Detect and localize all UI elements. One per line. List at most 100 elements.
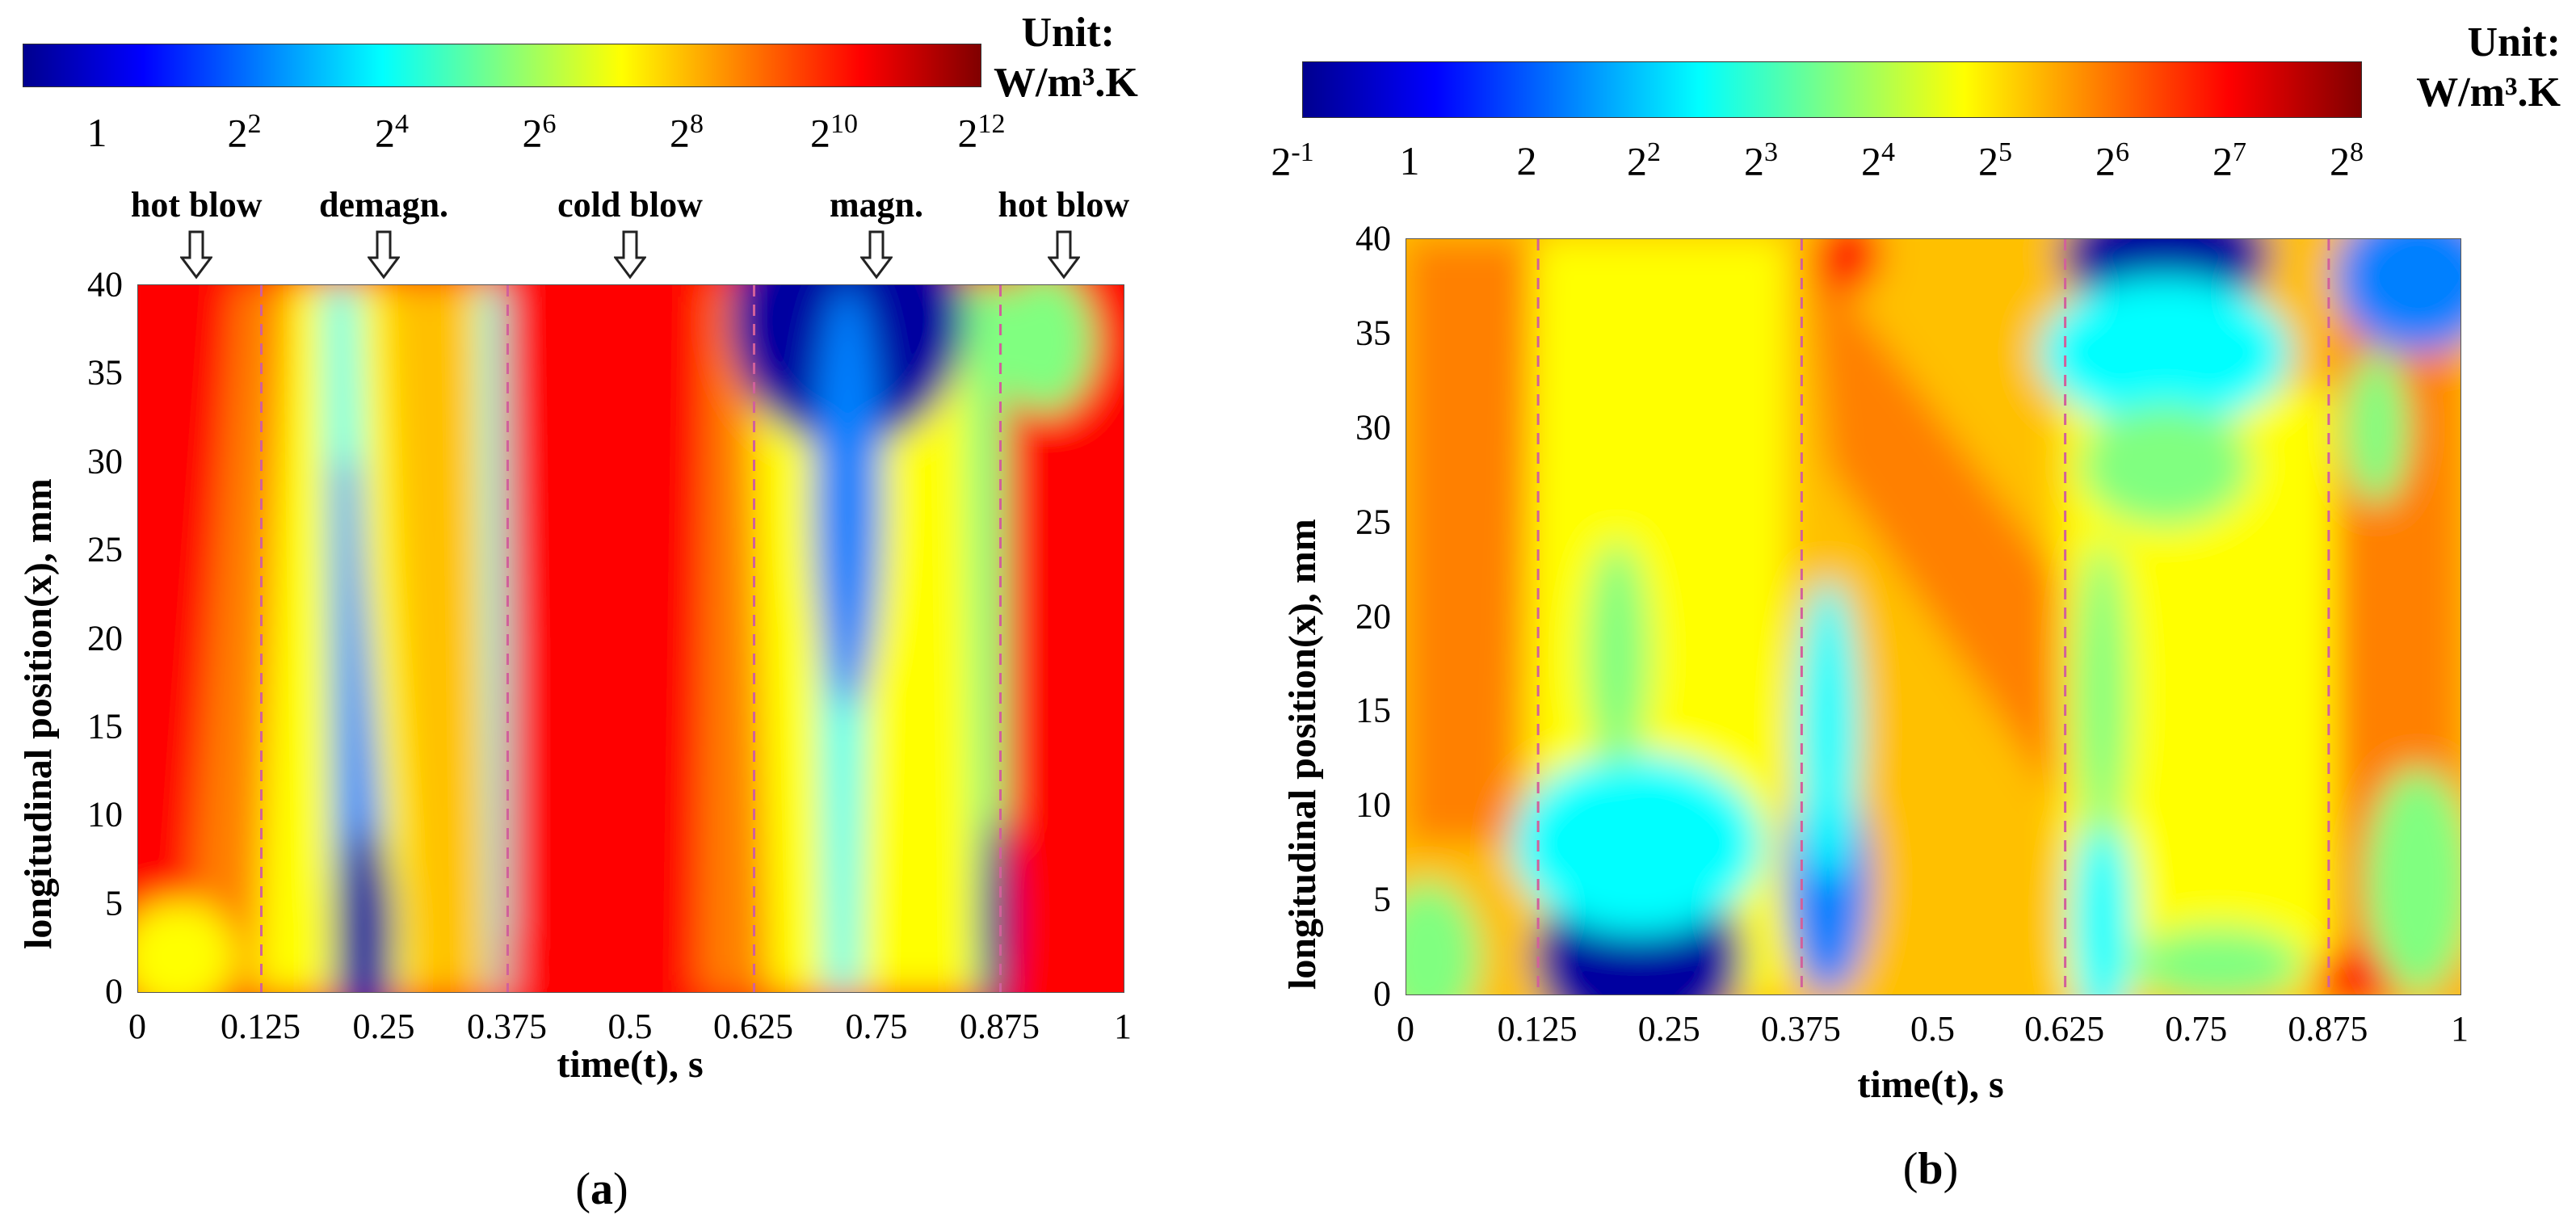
- heatmap-region: [507, 285, 750, 992]
- heatmap-region: [981, 815, 1011, 992]
- panel-label-b: (b): [1902, 1144, 1959, 1194]
- colorbar-tick: 2-1: [1271, 137, 1313, 185]
- heatmap-region: [1406, 881, 1481, 994]
- y-tick-label: 10: [87, 794, 123, 835]
- heatmap-region: [1406, 239, 1533, 843]
- panel-a-letter: a: [590, 1164, 613, 1214]
- heatmap-a: [137, 284, 1124, 993]
- heatmap-region: [2039, 276, 2292, 428]
- x-tick-label: 0.5: [1910, 1009, 1955, 1049]
- x-tick-label: 0.875: [2288, 1009, 2368, 1049]
- x-axis-label-a: time(t), s: [557, 1043, 704, 1086]
- colorbar-tick-exponent: 7: [2233, 137, 2246, 167]
- y-tick-label: 40: [87, 264, 123, 305]
- panel-label-a: (a): [575, 1164, 628, 1214]
- heatmap-region: [2070, 805, 2134, 994]
- y-tick-label: 40: [1355, 218, 1391, 259]
- y-tick-label: 30: [87, 441, 123, 481]
- heatmap-b: [1406, 238, 2461, 995]
- heatmap-region: [2344, 352, 2408, 504]
- phase-label: hot blow: [130, 185, 263, 225]
- x-tick-label: 0.375: [467, 1007, 547, 1046]
- colorbar-a-unit: Unit: W/m³.K: [994, 8, 1138, 108]
- x-tick-label: 0.25: [1637, 1009, 1700, 1049]
- x-tick-label: 0.5: [607, 1007, 653, 1046]
- colorbar-tick: 24: [375, 109, 409, 157]
- colorbar-tick-base: 2: [1978, 138, 1998, 184]
- colorbar-tick: 2: [1517, 137, 1537, 184]
- x-tick-label: 0.625: [713, 1007, 793, 1046]
- colorbar-tick: 1: [87, 109, 107, 156]
- colorbar-tick: 210: [810, 109, 858, 157]
- down-arrow-icon: [1046, 230, 1081, 280]
- colorbar-tick-base: 2: [1744, 138, 1764, 184]
- colorbar-tick-exponent: -1: [1291, 137, 1314, 167]
- colorbar-tick-base: 1: [1399, 138, 1420, 183]
- x-tick-label: 0.75: [845, 1007, 908, 1046]
- x-tick-label: 0.625: [2024, 1009, 2105, 1049]
- x-tick-label: 0: [1397, 1009, 1414, 1049]
- colorbar-b-unit-line2: W/m³.K: [2416, 69, 2561, 116]
- heatmap-region: [483, 285, 513, 992]
- heatmap-region: [1796, 578, 1860, 881]
- heatmap-region: [2365, 767, 2460, 994]
- down-arrow-icon: [859, 230, 893, 280]
- x-tick-label: 0.125: [1497, 1009, 1578, 1049]
- panel-b-letter: b: [1918, 1144, 1944, 1194]
- colorbar-a-unit-line1: Unit:: [1021, 10, 1115, 56]
- heatmap-region: [385, 285, 473, 992]
- colorbar-tick: 212: [958, 109, 1006, 157]
- phase-label: hot blow: [998, 185, 1130, 225]
- heatmap-region: [1817, 239, 1881, 292]
- heatmap-region: [2133, 926, 2303, 994]
- heatmap-region: [187, 285, 276, 992]
- colorbar-tick-base: 1: [86, 110, 107, 155]
- colorbar-a-unit-line2: W/m³.K: [994, 60, 1138, 106]
- colorbar-tick: 28: [670, 109, 704, 157]
- colorbar-tick: 26: [523, 109, 557, 157]
- colorbar-b-unit-line1: Unit:: [2467, 19, 2561, 65]
- down-arrow-icon: [179, 230, 214, 280]
- y-tick-label: 25: [87, 529, 123, 570]
- heatmap-region: [2334, 239, 2460, 353]
- x-tick-label: 0.75: [2165, 1009, 2228, 1049]
- y-tick-label: 30: [1355, 407, 1391, 448]
- heatmap-region: [502, 914, 700, 992]
- colorbar-b: [1302, 61, 2362, 118]
- colorbar-a: [23, 44, 981, 87]
- heatmap-region: [700, 285, 769, 992]
- y-tick-label: 25: [1355, 502, 1391, 542]
- heatmap-region: [813, 285, 883, 709]
- y-tick-label: 5: [1373, 879, 1391, 919]
- colorbar-tick-exponent: 4: [395, 109, 409, 139]
- x-tick-label: 0.25: [352, 1007, 415, 1046]
- colorbar-tick-exponent: 12: [977, 109, 1006, 139]
- colorbar-tick-exponent: 8: [2350, 137, 2364, 167]
- phase-label: cold blow: [557, 185, 703, 225]
- colorbar-tick: 22: [1627, 137, 1661, 185]
- y-tick-label: 20: [1355, 596, 1391, 636]
- x-tick-label: 1: [1114, 1007, 1132, 1046]
- y-tick-label: 10: [1355, 784, 1391, 825]
- colorbar-tick: 23: [1744, 137, 1778, 185]
- y-tick-label: 15: [87, 706, 123, 746]
- colorbar-tick-base: 2: [1861, 138, 1881, 184]
- y-tick-label: 35: [1355, 313, 1391, 353]
- colorbar-tick-base: 2: [522, 110, 543, 156]
- colorbar-tick: 1: [1400, 137, 1420, 184]
- colorbar-tick-base: 2: [1271, 138, 1292, 184]
- y-tick-label: 20: [87, 618, 123, 658]
- phase-label: demagn.: [318, 185, 449, 225]
- colorbar-tick: 27: [2213, 137, 2246, 185]
- colorbar-tick-base: 2: [1627, 138, 1647, 184]
- down-arrow-icon: [613, 230, 647, 280]
- colorbar-tick-base: 2: [2213, 138, 2233, 184]
- colorbar-tick-base: 2: [670, 110, 690, 156]
- y-tick-label: 5: [105, 883, 123, 923]
- phase-label: magn.: [829, 185, 924, 225]
- x-tick-label: 1: [2451, 1009, 2469, 1049]
- y-tick-label: 15: [1355, 690, 1391, 730]
- colorbar-tick-exponent: 6: [542, 109, 557, 139]
- down-arrow-icon: [367, 230, 401, 280]
- y-tick-label: 0: [105, 971, 123, 1011]
